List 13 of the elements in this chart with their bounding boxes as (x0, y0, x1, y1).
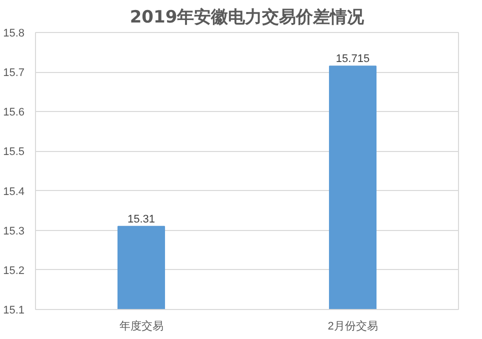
x-tick-label: 年度交易 (119, 320, 164, 332)
y-tick-label: 15.2 (3, 264, 25, 277)
y-tick-label: 15.5 (3, 146, 25, 158)
y-tick-label: 15.7 (3, 67, 25, 80)
y-tick-label: 15.1 (3, 304, 25, 316)
y-tick-label: 15.8 (3, 28, 25, 40)
y-tick-label: 15.3 (3, 225, 25, 238)
chart-title: 2019年安徽电力交易价差情况 (130, 8, 366, 28)
x-tick-label: 2月份交易 (328, 320, 378, 332)
y-tick-label: 15.6 (3, 106, 25, 119)
y-tick-label: 15.4 (3, 186, 25, 198)
data-label: 15.715 (336, 53, 370, 66)
data-label: 15.31 (127, 213, 156, 226)
